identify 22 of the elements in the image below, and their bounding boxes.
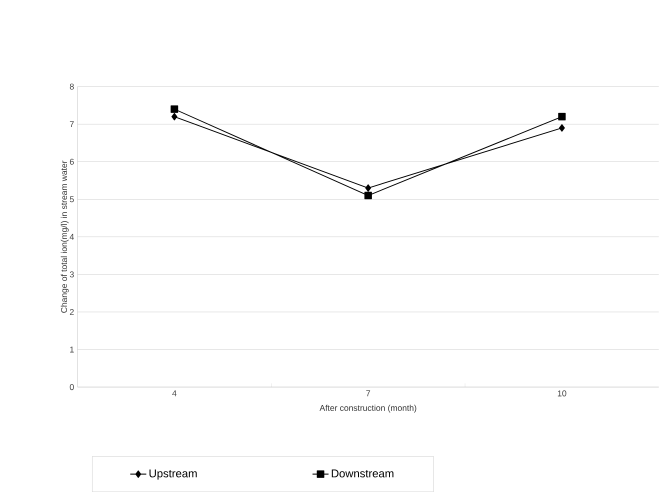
y-tick-label: 1: [70, 346, 74, 352]
x-tick-label: 10: [558, 390, 566, 396]
y-tick-label: 2: [70, 309, 74, 315]
y-tick-label: 5: [70, 196, 74, 202]
x-tick-label: 7: [366, 390, 370, 396]
point: [558, 124, 565, 132]
point: [171, 112, 178, 120]
point: [170, 105, 178, 113]
point: [365, 184, 372, 192]
legend-label: Downstream: [332, 470, 394, 478]
y-tick-label: 3: [70, 271, 74, 278]
legend-label: Upstream: [150, 470, 197, 480]
y-tick-label: 0: [70, 384, 74, 390]
y-tick-label: 4: [70, 234, 74, 240]
x-axis-title: After construction (month): [320, 404, 416, 413]
point: [364, 192, 372, 200]
y-tick-label: 6: [70, 158, 74, 165]
y-tick-label: 7: [70, 121, 74, 128]
x-tick-label: 4: [172, 390, 176, 396]
point: [558, 112, 566, 120]
y-axis-title: Change of total ion(mg/l) in stream water: [60, 160, 69, 313]
y-tick-label: 8: [70, 84, 74, 90]
